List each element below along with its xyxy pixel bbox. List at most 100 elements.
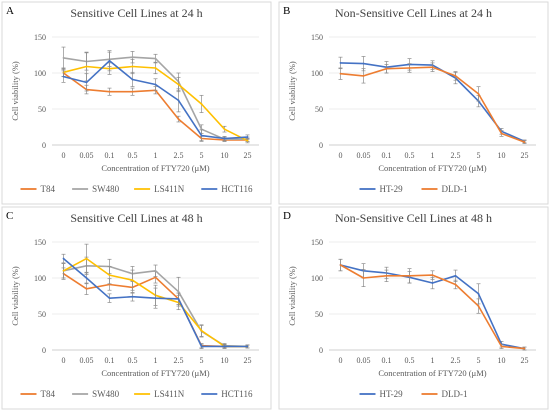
x-tick-label: 0.5 xyxy=(405,151,415,160)
x-tick-label: 0 xyxy=(339,151,343,160)
data-point xyxy=(408,67,411,69)
legend-label: HCT116 xyxy=(221,389,253,399)
x-tick-label: 0.05 xyxy=(80,356,94,365)
x-tick-label: 2.5 xyxy=(174,356,184,365)
data-point xyxy=(154,83,157,86)
data-point xyxy=(246,345,249,348)
data-point xyxy=(477,92,480,95)
y-tick-label: 50 xyxy=(38,105,46,114)
legend-label: DLD-1 xyxy=(442,389,468,399)
legend: T84 SW480 LS411N HCT116 xyxy=(20,389,253,399)
data-point xyxy=(131,90,134,93)
x-tick-label: 5 xyxy=(477,151,481,160)
panel-frame xyxy=(278,206,549,410)
data-point xyxy=(431,66,434,69)
data-point xyxy=(131,56,134,59)
x-tick-label: 1 xyxy=(431,356,435,365)
chart-title: Sensitive Cell Lines at 24 h xyxy=(70,6,202,20)
x-tick-label: 25 xyxy=(521,356,529,365)
legend-label: SW480 xyxy=(92,389,120,399)
y-axis-label: Cell viability (%) xyxy=(10,61,20,121)
legend-label: HT-29 xyxy=(380,184,404,194)
y-tick-label: 100 xyxy=(311,274,323,283)
data-point xyxy=(477,292,480,295)
x-tick-label: 1 xyxy=(431,151,435,160)
y-tick-label: 50 xyxy=(315,310,323,319)
x-tick-label: 10 xyxy=(221,356,229,365)
x-tick-label: 5 xyxy=(200,151,204,160)
y-tick-label: 50 xyxy=(38,310,46,319)
data-point xyxy=(177,297,180,300)
legend-label: T84 xyxy=(41,184,56,194)
y-tick-label: 0 xyxy=(42,346,46,355)
x-tick-label: 25 xyxy=(244,151,252,160)
x-tick-label: 10 xyxy=(498,356,506,365)
x-tick-label: 10 xyxy=(221,151,229,160)
x-axis-label: Concentration of FTY720 (μM) xyxy=(101,163,209,173)
series-hct116 xyxy=(61,253,250,349)
x-tick-label: 0.5 xyxy=(405,356,415,365)
panel-frame xyxy=(278,1,549,205)
legend-label: LS411N xyxy=(154,184,185,194)
data-point xyxy=(246,136,249,138)
chart-panel-b: B Non-Sensitive Cell Lines at 24 h0501001… xyxy=(278,1,549,205)
x-tick-label: 2.5 xyxy=(451,356,461,365)
panel-letter: B xyxy=(283,5,290,17)
data-point xyxy=(454,74,457,77)
legend-label: HCT116 xyxy=(221,184,253,194)
y-axis-label: Cell viability (%) xyxy=(287,266,297,326)
y-tick-label: 0 xyxy=(319,141,323,150)
x-axis-label: Concentration of FTY720 (μM) xyxy=(101,368,209,378)
chart-panel-d: D Non-Sensitive Cell Lines at 48 h0501001… xyxy=(278,206,549,410)
data-point xyxy=(62,56,65,59)
x-tick-label: 0.05 xyxy=(357,356,371,365)
x-tick-label: 1 xyxy=(154,356,158,365)
data-point xyxy=(154,57,157,60)
chart-title: Non-Sensitive Cell Lines at 48 h xyxy=(335,211,492,225)
legend-label: LS411N xyxy=(154,389,185,399)
y-tick-label: 150 xyxy=(34,33,46,42)
data-point xyxy=(431,274,434,277)
y-tick-label: 100 xyxy=(34,69,46,78)
data-point xyxy=(200,134,203,137)
data-point xyxy=(131,78,134,81)
y-tick-label: 150 xyxy=(311,33,323,42)
data-point xyxy=(408,274,411,277)
data-point xyxy=(362,62,365,65)
data-point xyxy=(362,74,365,77)
legend: HT-29 DLD-1 xyxy=(359,389,468,399)
x-tick-label: 10 xyxy=(498,151,506,160)
series-dld-1 xyxy=(338,258,527,351)
data-point xyxy=(223,345,226,348)
series-sw480 xyxy=(61,46,250,142)
chart-title: Sensitive Cell Lines at 48 h xyxy=(70,211,202,225)
data-point xyxy=(177,83,180,86)
data-point xyxy=(454,274,457,277)
data-point xyxy=(385,67,388,70)
x-axis-label: Concentration of FTY720 (μM) xyxy=(378,368,486,378)
x-tick-label: 25 xyxy=(244,356,252,365)
data-point xyxy=(339,62,342,64)
x-tick-label: 0.1 xyxy=(105,151,115,160)
data-point xyxy=(62,257,65,260)
series-dld-1 xyxy=(338,62,527,144)
chart-title: Non-Sensitive Cell Lines at 24 h xyxy=(335,6,492,20)
x-tick-label: 2.5 xyxy=(174,151,184,160)
x-tick-label: 0.1 xyxy=(105,356,115,365)
chart-panel-c: C Sensitive Cell Lines at 48 h 0 50 100 150 0 0… xyxy=(1,206,272,410)
y-tick-label: 0 xyxy=(42,141,46,150)
x-tick-label: 0.5 xyxy=(128,356,138,365)
data-point xyxy=(108,90,111,93)
chart-panel-a: A Sensitive Cell Lines at 24 h 0 50 100 150 0 0… xyxy=(1,1,272,205)
data-point xyxy=(362,277,365,279)
data-point xyxy=(500,132,503,135)
y-tick-label: 150 xyxy=(311,238,323,247)
y-axis-label: Cell viability (%) xyxy=(287,61,297,121)
series-hct116 xyxy=(61,50,250,142)
data-point xyxy=(154,67,157,69)
legend: T84 SW480 LS411N HCT116 xyxy=(20,184,253,194)
x-tick-label: 5 xyxy=(200,356,204,365)
data-point xyxy=(131,65,134,68)
legend: HT-29 DLD-1 xyxy=(359,184,468,194)
data-point xyxy=(108,59,111,62)
